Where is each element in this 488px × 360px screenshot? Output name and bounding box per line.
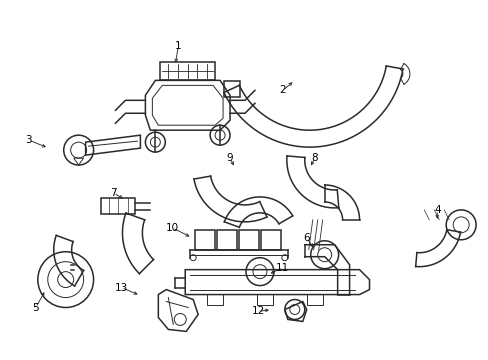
- Text: 9: 9: [226, 153, 233, 163]
- Text: 7: 7: [110, 188, 117, 198]
- Text: 3: 3: [25, 135, 32, 145]
- Text: 12: 12: [251, 306, 264, 316]
- Text: 6: 6: [303, 233, 309, 243]
- Text: 5: 5: [32, 302, 39, 312]
- Text: 4: 4: [433, 205, 440, 215]
- Text: 11: 11: [276, 263, 289, 273]
- Text: 10: 10: [165, 223, 179, 233]
- Text: 1: 1: [175, 41, 181, 50]
- Text: 13: 13: [115, 283, 128, 293]
- Text: 8: 8: [311, 153, 317, 163]
- Text: 2: 2: [279, 85, 285, 95]
